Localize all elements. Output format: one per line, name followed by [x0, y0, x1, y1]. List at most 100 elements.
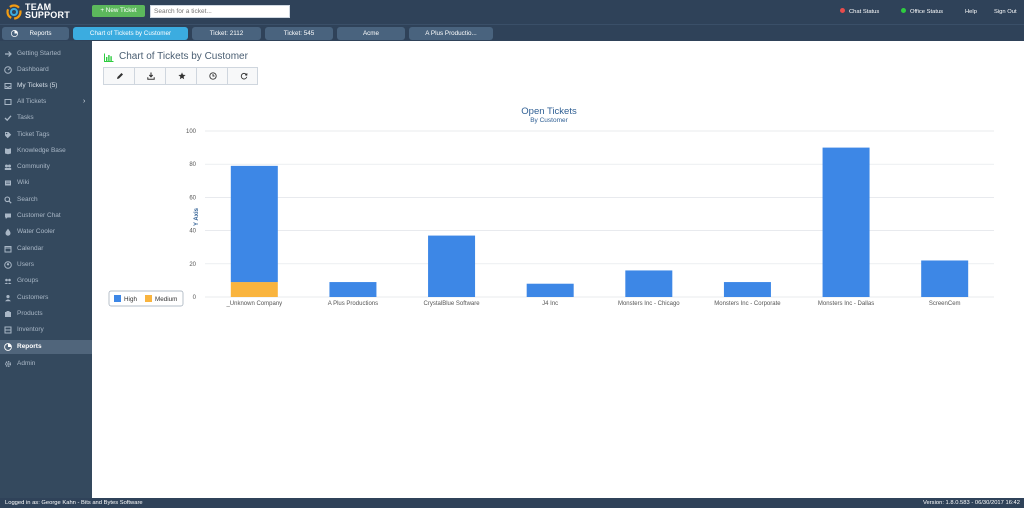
office-status[interactable]: Office Status [901, 8, 944, 16]
sidebar-item-label: Users [17, 261, 34, 268]
sidebar-item-ticket-tags[interactable]: Ticket Tags [0, 128, 92, 142]
tab-chart-of-tickets-label: Chart of Tickets by Customer [89, 30, 172, 37]
sidebar-item-inventory[interactable]: Inventory [0, 323, 92, 337]
x-tick-label: _Unknown Company [225, 301, 282, 307]
sidebar-item-customers[interactable]: Customers [0, 291, 92, 305]
chevron-right-icon: › [83, 98, 86, 105]
refresh-icon [240, 72, 248, 80]
tab-ticket-545[interactable]: Ticket: 545 [265, 27, 333, 40]
sidebar-item-reports[interactable]: Reports [0, 340, 92, 354]
tab-chart-of-tickets[interactable]: Chart of Tickets by Customer [73, 27, 188, 40]
search-ticket-input[interactable] [150, 5, 290, 18]
ticket-icon [4, 99, 12, 105]
inventory-icon [4, 326, 12, 334]
sidebar-item-label: Knowledge Base [17, 147, 66, 154]
group-icon [4, 278, 12, 284]
bar-high-6 [822, 147, 870, 297]
tab-reports[interactable]: Reports [2, 27, 69, 40]
search-icon [4, 196, 12, 204]
chart-legend[interactable]: High Medium [108, 290, 184, 307]
download-button[interactable] [135, 68, 166, 84]
chat-status[interactable]: Chat Status [840, 8, 880, 16]
sidebar-item-users[interactable]: Users [0, 258, 92, 272]
sidebar-item-all-tickets[interactable]: All Tickets › [0, 95, 92, 109]
x-tick-label: A Plus Productions [328, 301, 378, 307]
chart-bars [230, 147, 969, 297]
bar-medium-0 [230, 282, 278, 297]
chart-grid [205, 130, 994, 298]
x-tick-label: Monsters Inc - Dallas [818, 301, 874, 307]
community-icon [4, 164, 12, 170]
products-icon [5, 311, 11, 317]
sidebar-item-label: All Tickets [17, 98, 47, 105]
chat-status-label: Chat Status [849, 9, 880, 16]
sidebar-item-community[interactable]: Community [0, 160, 92, 174]
tag-icon [5, 132, 12, 139]
tab-ticket-2112-label: Ticket: 2112 [209, 30, 244, 37]
page-title: Chart of Tickets by Customer [119, 51, 248, 62]
sidebar-item-products[interactable]: Products [0, 307, 92, 321]
sidebar-item-label: Dashboard [17, 66, 49, 73]
sidebar-item-label: Community [17, 163, 50, 170]
office-status-label: Office Status [910, 9, 944, 16]
y-tick-label: 60 [189, 195, 196, 201]
logo-mark-icon [6, 4, 22, 20]
book-icon [5, 148, 11, 155]
sidebar-item-water-cooler[interactable]: Water Cooler [0, 225, 92, 239]
bar-high-7 [921, 260, 969, 297]
tab-a-plus-productions[interactable]: A Plus Productio... [409, 27, 493, 40]
tab-acme[interactable]: Acme [337, 27, 405, 40]
sidebar-item-label: Wiki [17, 179, 30, 186]
report-toolbar [103, 67, 258, 85]
help-link[interactable]: Help [965, 9, 977, 15]
pencil-icon [117, 73, 123, 79]
sidebar-item-label: Reports [17, 343, 42, 350]
customers-icon [5, 295, 11, 302]
sidebar-item-wiki[interactable]: Wiki [0, 176, 92, 190]
y-tick-label: 100 [186, 129, 197, 135]
star-icon [178, 72, 186, 80]
clock-icon [209, 72, 217, 80]
legend-swatch-high [114, 295, 121, 302]
x-axis-ticks: _Unknown Company A Plus Productions Crysta… [225, 301, 960, 307]
y-tick-label: 20 [189, 262, 196, 268]
check-icon [4, 115, 12, 122]
chat-status-dot-icon [840, 8, 845, 13]
teamsupport-logo[interactable]: TEAM SUPPORT [6, 2, 86, 22]
sidebar-item-calendar[interactable]: Calendar [0, 242, 92, 256]
y-tick-label: 0 [193, 295, 197, 301]
sidebar-item-label: Search [17, 196, 38, 203]
sidebar-item-label: Groups [17, 277, 39, 284]
logo-text-line2: SUPPORT [25, 10, 70, 20]
favorite-button[interactable] [166, 68, 197, 84]
bar-high-5 [723, 282, 771, 297]
y-tick-label: 40 [189, 229, 196, 235]
legend-label-medium: Medium [155, 296, 177, 303]
open-tickets-chart: Open Tickets By Customer Y Axis 0 20 40 60 8… [108, 106, 994, 307]
sidebar-item-customer-chat[interactable]: Customer Chat [0, 209, 92, 223]
sidebar-item-knowledge-base[interactable]: Knowledge Base [0, 144, 92, 158]
sidebar-item-dashboard[interactable]: Dashboard [0, 63, 92, 77]
sidebar-item-tasks[interactable]: Tasks [0, 111, 92, 125]
chart-title: Open Tickets [521, 106, 577, 117]
sidebar-item-search[interactable]: Search [0, 193, 92, 207]
sidebar-item-label: Ticket Tags [17, 131, 50, 138]
tab-ticket-2112[interactable]: Ticket: 2112 [192, 27, 261, 40]
schedule-button[interactable] [197, 68, 228, 84]
download-icon [147, 72, 155, 80]
sidebar-item-groups[interactable]: Groups [0, 274, 92, 288]
x-tick-label: Monsters Inc - Corporate [714, 301, 781, 307]
gear-icon [5, 361, 11, 367]
sign-out-link[interactable]: Sign Out [994, 9, 1017, 15]
edit-button[interactable] [104, 68, 135, 84]
sidebar-item-getting-started[interactable]: Getting Started [0, 47, 92, 61]
office-status-dot-icon [901, 8, 906, 13]
bar-high-2 [428, 235, 476, 297]
sidebar-item-admin[interactable]: Admin [0, 357, 92, 371]
x-tick-label: Monsters Inc - Chicago [618, 301, 680, 307]
new-ticket-button[interactable]: + New Ticket [92, 5, 145, 17]
sidebar-item-my-tickets[interactable]: My Tickets (5) [0, 79, 92, 93]
refresh-button[interactable] [228, 68, 259, 84]
gauge-icon [4, 66, 12, 74]
pie-chart-icon [11, 30, 18, 37]
